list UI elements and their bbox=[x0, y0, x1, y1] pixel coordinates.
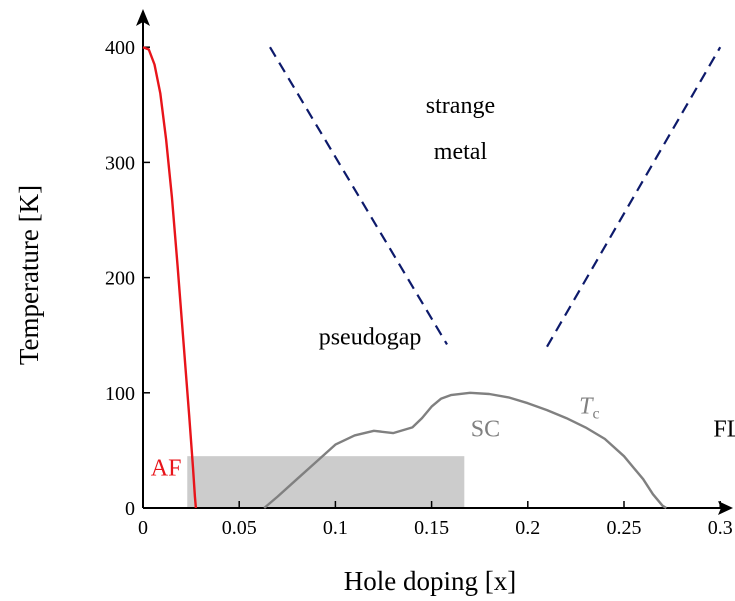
annotation-af-label: AF bbox=[151, 456, 182, 482]
x-tick-label: 0 bbox=[138, 517, 148, 539]
y-axis-arrow bbox=[136, 9, 150, 26]
annotation-metal: metal bbox=[434, 139, 488, 165]
axes: 0 0.05 0.1 0.15 0.2 0.25 0.3 0 100 200 300 400 bbox=[105, 9, 733, 539]
y-tick-label: 0 bbox=[125, 498, 135, 520]
x-axis-arrow bbox=[718, 501, 733, 515]
label-layer: strange metal pseudogap SC FL (?) AF Tc bbox=[151, 93, 735, 482]
series-layer bbox=[142, 46, 722, 510]
annotation-strange: strange bbox=[426, 93, 495, 119]
x-tick-label: 0.15 bbox=[414, 517, 449, 539]
tc-label-subscript: c bbox=[592, 406, 599, 423]
y-tick-label: 400 bbox=[105, 37, 135, 59]
series-line-pseudogap-line bbox=[269, 46, 448, 345]
x-tick-label: 0.2 bbox=[515, 517, 540, 539]
y-tick-label: 100 bbox=[105, 383, 135, 405]
tc-label: Tc bbox=[579, 394, 599, 423]
tc-label-main: T bbox=[579, 394, 594, 420]
x-tick-label: 0.3 bbox=[708, 517, 733, 539]
x-tick-label: 0.25 bbox=[607, 517, 642, 539]
annotation-fl: FL (?) bbox=[713, 417, 735, 443]
y-tick-label: 200 bbox=[105, 268, 135, 290]
y-tick-label: 300 bbox=[105, 152, 135, 174]
shaded-region bbox=[187, 456, 465, 508]
annotation-sc: SC bbox=[471, 417, 500, 443]
x-tick-label: 0.05 bbox=[222, 517, 257, 539]
series-line-af bbox=[142, 46, 198, 509]
series-line-tc bbox=[263, 391, 667, 510]
x-axis-title: Hole doping [x] bbox=[344, 566, 516, 596]
y-axis-title: Temperature [K] bbox=[14, 185, 44, 365]
annotation-pseudogap: pseudogap bbox=[319, 324, 422, 350]
series-line-fl-line bbox=[546, 46, 722, 348]
x-tick-label: 0.1 bbox=[323, 517, 348, 539]
shaded-region-layer bbox=[187, 456, 465, 508]
